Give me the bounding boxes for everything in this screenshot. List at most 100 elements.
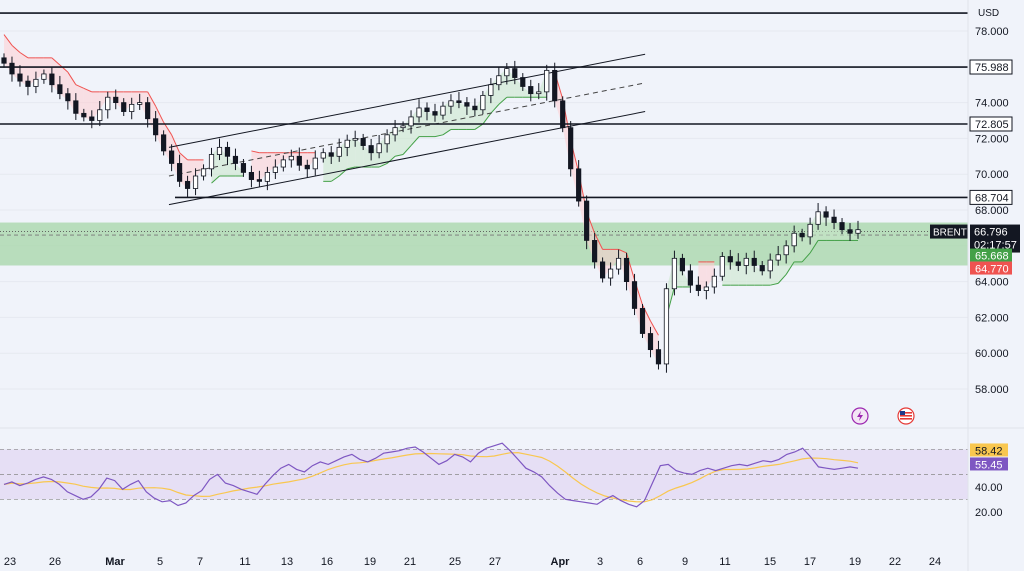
candle[interactable] [759, 265, 765, 272]
candle[interactable] [320, 152, 326, 159]
candle[interactable] [791, 232, 797, 247]
candle[interactable] [560, 100, 566, 129]
candle[interactable] [631, 281, 638, 309]
candle[interactable] [671, 257, 678, 290]
candle[interactable] [488, 84, 494, 96]
marker-tag[interactable] [970, 248, 1012, 262]
candle[interactable] [105, 96, 111, 111]
candle[interactable] [536, 91, 542, 95]
candle[interactable] [304, 164, 310, 170]
candle[interactable] [480, 95, 486, 111]
candle[interactable] [232, 155, 239, 164]
candle[interactable] [248, 172, 255, 180]
candle[interactable] [169, 150, 175, 164]
candle[interactable] [41, 73, 47, 80]
rsi-tag[interactable] [970, 457, 1008, 471]
candle[interactable] [424, 107, 430, 112]
candle[interactable] [224, 146, 231, 157]
price-axis[interactable]: 78.00076.00074.00072.00070.00068.00066.0… [930, 26, 1020, 519]
candle[interactable] [184, 180, 191, 189]
candle[interactable] [121, 102, 127, 112]
candle[interactable] [129, 103, 135, 112]
rsi-pane[interactable] [0, 442, 968, 508]
candle[interactable] [145, 102, 151, 120]
candle[interactable] [615, 257, 622, 270]
candle[interactable] [568, 127, 574, 170]
candle[interactable] [161, 134, 167, 152]
candle[interactable] [113, 96, 119, 104]
candle[interactable] [376, 143, 382, 154]
candle[interactable] [855, 229, 861, 234]
us-flag-icon[interactable] [897, 407, 915, 425]
candle[interactable] [33, 78, 39, 87]
candle[interactable] [97, 109, 103, 121]
candle[interactable] [312, 157, 318, 170]
candle[interactable] [408, 116, 414, 127]
candle[interactable] [25, 80, 31, 87]
candle[interactable] [807, 223, 813, 238]
candle[interactable] [528, 86, 534, 95]
candle[interactable] [775, 254, 781, 261]
marker-tag[interactable] [970, 261, 1012, 275]
candle[interactable] [607, 268, 614, 279]
candle[interactable] [280, 159, 286, 168]
candle[interactable] [272, 166, 278, 173]
candle[interactable] [663, 288, 670, 365]
candle[interactable] [679, 257, 686, 272]
candle[interactable] [719, 256, 725, 277]
candle[interactable] [344, 139, 350, 148]
symbol-tag[interactable] [930, 224, 968, 239]
candle[interactable] [240, 163, 247, 173]
candle[interactable] [328, 152, 334, 157]
horizontal-levels[interactable] [0, 12, 968, 199]
candle[interactable] [368, 145, 374, 154]
candle[interactable] [360, 137, 366, 146]
candle[interactable] [200, 168, 207, 177]
candle[interactable] [552, 69, 558, 102]
candle[interactable] [520, 77, 526, 87]
candle[interactable] [464, 102, 470, 107]
candle[interactable] [544, 69, 550, 93]
candle[interactable] [783, 245, 789, 256]
candle[interactable] [440, 105, 446, 116]
candle[interactable] [153, 118, 159, 136]
candle[interactable] [839, 222, 845, 231]
candle[interactable] [264, 172, 270, 182]
candle[interactable] [392, 127, 398, 136]
candle[interactable] [576, 168, 582, 202]
level-tag[interactable] [969, 116, 1013, 132]
candle[interactable] [655, 349, 662, 365]
candle[interactable] [815, 211, 821, 225]
chart-icons[interactable] [851, 407, 915, 425]
candle[interactable] [496, 75, 502, 86]
rsi-line[interactable] [3, 442, 859, 508]
candle[interactable] [137, 102, 143, 105]
level-tag[interactable] [969, 59, 1013, 75]
level-tag[interactable] [969, 189, 1013, 205]
candle[interactable] [296, 155, 302, 166]
candle[interactable] [639, 308, 646, 334]
candle[interactable] [823, 211, 829, 218]
candle[interactable] [799, 232, 805, 238]
candle[interactable] [735, 261, 741, 266]
candle[interactable] [647, 333, 654, 351]
candle[interactable] [743, 257, 749, 266]
candle[interactable] [695, 284, 701, 291]
candle[interactable] [448, 100, 454, 107]
candle[interactable] [256, 179, 262, 182]
candle[interactable] [767, 259, 773, 272]
candle[interactable] [600, 261, 606, 279]
candle[interactable] [751, 257, 757, 266]
candle[interactable] [592, 240, 598, 263]
candle[interactable] [384, 134, 390, 145]
candle[interactable] [703, 286, 709, 291]
candle[interactable] [192, 175, 199, 189]
candle[interactable] [456, 100, 462, 103]
candle[interactable] [9, 62, 15, 75]
candle[interactable] [336, 146, 342, 157]
candle[interactable] [711, 275, 717, 288]
candle[interactable] [288, 155, 294, 161]
candle[interactable] [687, 270, 693, 286]
